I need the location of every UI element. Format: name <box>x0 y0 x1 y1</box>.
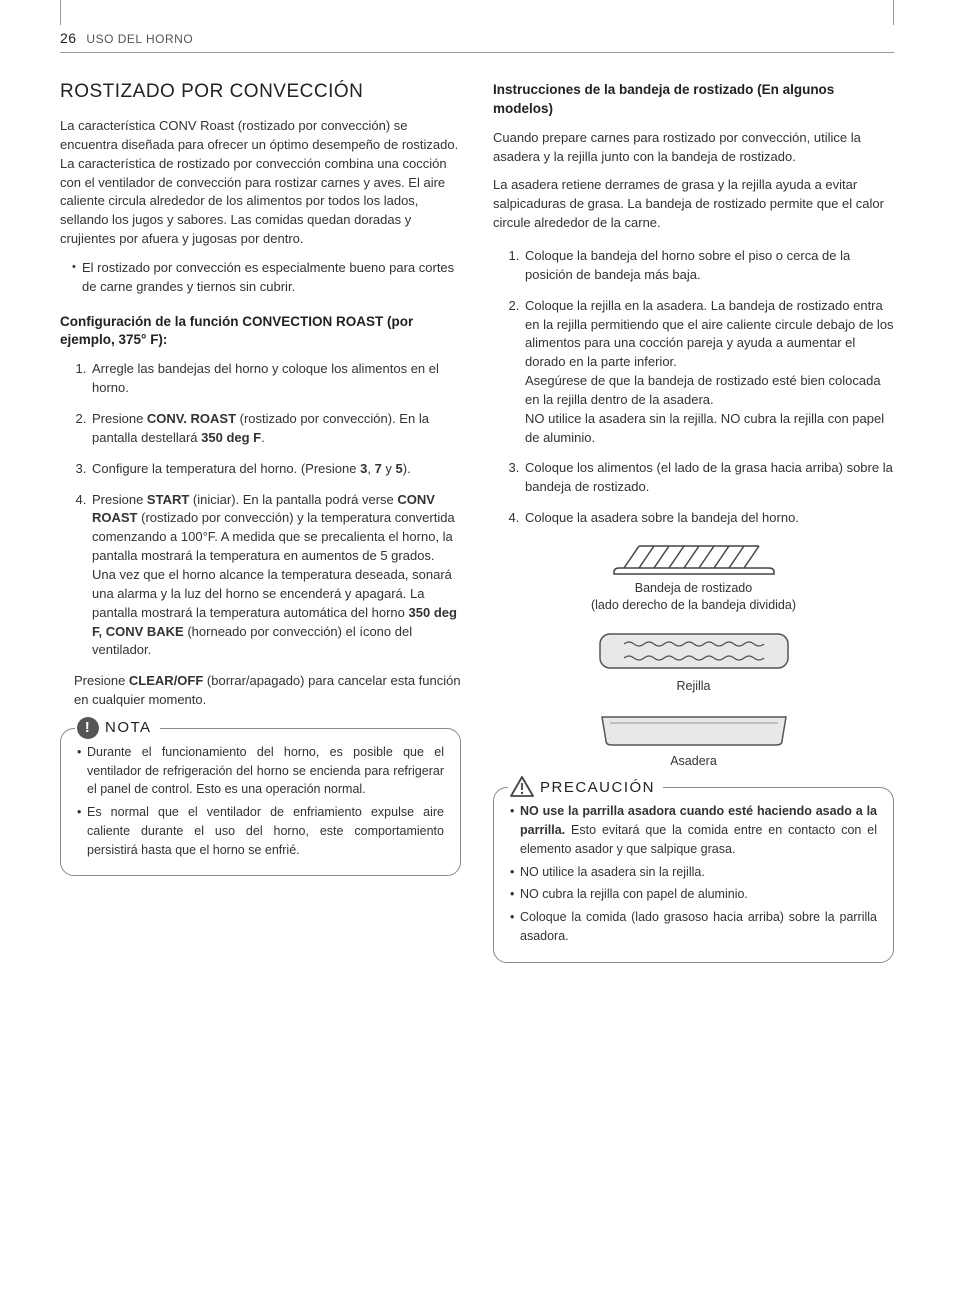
list-item: El rostizado por convección es especialm… <box>72 259 461 297</box>
step-3: Configure la temperatura del horno. (Pre… <box>90 460 461 479</box>
config-steps: Arregle las bandejas del horno y coloque… <box>60 360 461 660</box>
precaucion-list: NO use la parrilla asadora cuando esté h… <box>510 802 877 945</box>
after-steps-note: Presione CLEAR/OFF (borrar/apagado) para… <box>60 672 461 710</box>
figure-caption: Bandeja de rostizado (lado derecho de la… <box>493 580 894 614</box>
figure-rack: Rejilla <box>493 628 894 695</box>
precaucion-title: PRECAUCIÓN <box>508 776 663 798</box>
nota-callout: ! NOTA Durante el funcionamiento del hor… <box>60 728 461 877</box>
nota-list: Durante el funcionamiento del horno, es … <box>77 743 444 860</box>
config-subheading: Configuración de la función CONVECTION R… <box>60 313 461 351</box>
warning-icon <box>510 776 534 798</box>
step-2: Presione CONV. ROAST (rostizado por conv… <box>90 410 461 448</box>
figure-roast-tray: Bandeja de rostizado (lado derecho de la… <box>493 542 894 614</box>
tray-heading: Instrucciones de la bandeja de rostizado… <box>493 81 894 119</box>
list-item: Durante el funcionamiento del horno, es … <box>77 743 444 799</box>
list-item: NO use la parrilla asadora cuando esté h… <box>510 802 877 858</box>
step-4: Coloque la asadera sobre la bandeja del … <box>523 509 894 528</box>
left-column: ROSTIZADO POR CONVECCIÓN La característi… <box>60 81 461 963</box>
list-item: Es normal que el ventilador de enfriamie… <box>77 803 444 859</box>
tray-p1: Cuando prepare carnes para rostizado por… <box>493 129 894 167</box>
step-1: Arregle las bandejas del horno y coloque… <box>90 360 461 398</box>
list-item: NO utilice la asadera sin la rejilla. <box>510 863 877 882</box>
precaucion-callout: PRECAUCIÓN NO use la parrilla asadora cu… <box>493 787 894 962</box>
figure-caption: Asadera <box>493 753 894 770</box>
tray-p2: La asadera retiene derrames de grasa y l… <box>493 176 894 233</box>
intro-paragraph: La característica CONV Roast (rostizado … <box>60 117 461 249</box>
info-icon: ! <box>77 717 99 739</box>
nota-title: ! NOTA <box>75 717 160 739</box>
page-header: 26 USO DEL HORNO <box>60 30 894 53</box>
list-item: Coloque la comida (lado grasoso hacia ar… <box>510 908 877 946</box>
list-item: NO cubra la rejilla con papel de alumini… <box>510 885 877 904</box>
roast-tray-icon <box>609 542 779 576</box>
right-column: Instrucciones de la bandeja de rostizado… <box>493 81 894 963</box>
intro-bullets: El rostizado por convección es especialm… <box>60 259 461 297</box>
figure-pan: Asadera <box>493 709 894 770</box>
step-1: Coloque la bandeja del horno sobre el pi… <box>523 247 894 285</box>
step-2: Coloque la rejilla en la asadera. La ban… <box>523 297 894 448</box>
page-number: 26 <box>60 30 77 46</box>
tray-steps: Coloque la bandeja del horno sobre el pi… <box>493 247 894 528</box>
figure-caption: Rejilla <box>493 678 894 695</box>
section-title: ROSTIZADO POR CONVECCIÓN <box>60 81 461 103</box>
rack-icon <box>594 628 794 674</box>
section-name: USO DEL HORNO <box>86 32 193 46</box>
page: 26 USO DEL HORNO ROSTIZADO POR CONVECCIÓ… <box>0 0 954 1300</box>
pan-icon <box>594 709 794 749</box>
step-3: Coloque los alimentos (el lado de la gra… <box>523 459 894 497</box>
crop-marks <box>0 0 954 30</box>
two-column-layout: ROSTIZADO POR CONVECCIÓN La característi… <box>60 81 894 963</box>
step-4: Presione START (iniciar). En la pantalla… <box>90 491 461 661</box>
